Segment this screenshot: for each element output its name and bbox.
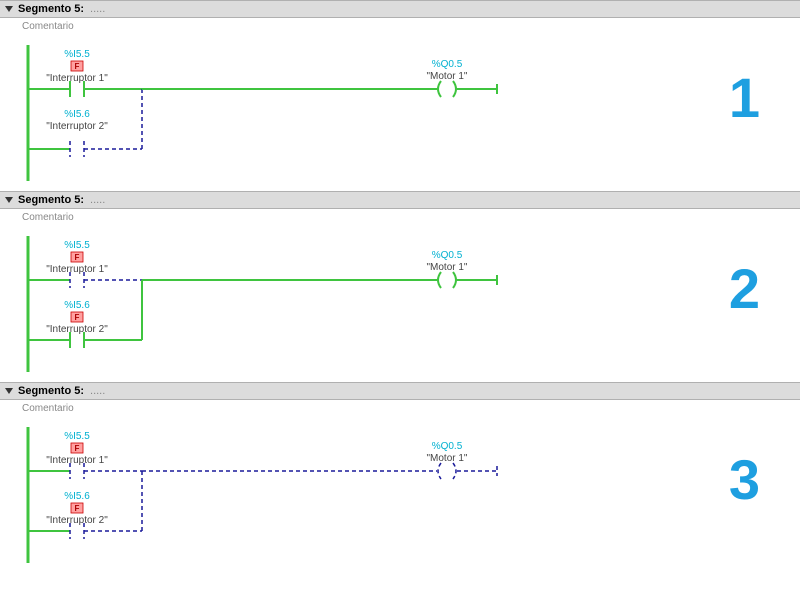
segment-title: Segmento 5: — [18, 3, 84, 15]
coil-address: %Q0.5 — [432, 59, 463, 70]
contact2-name: "Interruptor 2" — [46, 121, 108, 132]
contact1-address: %I5.5 — [64, 49, 90, 60]
segment-title: Segmento 5: — [18, 194, 84, 206]
ladder-network: %I5.5 F "Interruptor 1" %I5.6 F "Interruptor … — [0, 417, 800, 573]
collapse-arrow-icon[interactable] — [4, 195, 14, 205]
svg-text:F: F — [75, 62, 80, 71]
segment-comment: Comentario — [0, 400, 800, 417]
coil-name: "Motor 1" — [426, 262, 467, 273]
contact2-name: "Interruptor 2" — [46, 324, 108, 335]
coil-name: "Motor 1" — [426, 453, 467, 464]
svg-text:F: F — [75, 313, 80, 322]
collapse-arrow-icon[interactable] — [4, 386, 14, 396]
contact1-name: "Interruptor 1" — [46, 455, 108, 466]
svg-text:F: F — [75, 444, 80, 453]
svg-text:F: F — [75, 504, 80, 513]
contact1-name: "Interruptor 1" — [46, 73, 108, 84]
example-number: 1 — [729, 65, 760, 130]
example-number: 2 — [729, 256, 760, 321]
svg-text:F: F — [75, 253, 80, 262]
segment-title: Segmento 5: — [18, 385, 84, 397]
ladder-network: %I5.5 F "Interruptor 1" %I5.6 F "Interruptor … — [0, 226, 800, 382]
contact1-address: %I5.5 — [64, 431, 90, 442]
segment-comment: Comentario — [0, 18, 800, 35]
example-number: 3 — [729, 447, 760, 512]
collapse-arrow-icon[interactable] — [4, 4, 14, 14]
coil-name: "Motor 1" — [426, 71, 467, 82]
coil-address: %Q0.5 — [432, 441, 463, 452]
coil-address: %Q0.5 — [432, 250, 463, 261]
contact2-address: %I5.6 — [64, 300, 90, 311]
contact2-address: %I5.6 — [64, 491, 90, 502]
ladder-network: %I5.5 F "Interruptor 1" %I5.6"Interruptor 2… — [0, 35, 800, 191]
contact1-address: %I5.5 — [64, 240, 90, 251]
segment-dots: ..... — [90, 194, 105, 206]
contact1-name: "Interruptor 1" — [46, 264, 108, 275]
segment-header[interactable]: Segmento 5:..... — [0, 191, 800, 209]
contact2-name: "Interruptor 2" — [46, 515, 108, 526]
segment-dots: ..... — [90, 385, 105, 397]
segment-dots: ..... — [90, 3, 105, 15]
segment-header[interactable]: Segmento 5:..... — [0, 382, 800, 400]
segment-comment: Comentario — [0, 209, 800, 226]
segment-header[interactable]: Segmento 5:..... — [0, 0, 800, 18]
contact2-address: %I5.6 — [64, 109, 90, 120]
